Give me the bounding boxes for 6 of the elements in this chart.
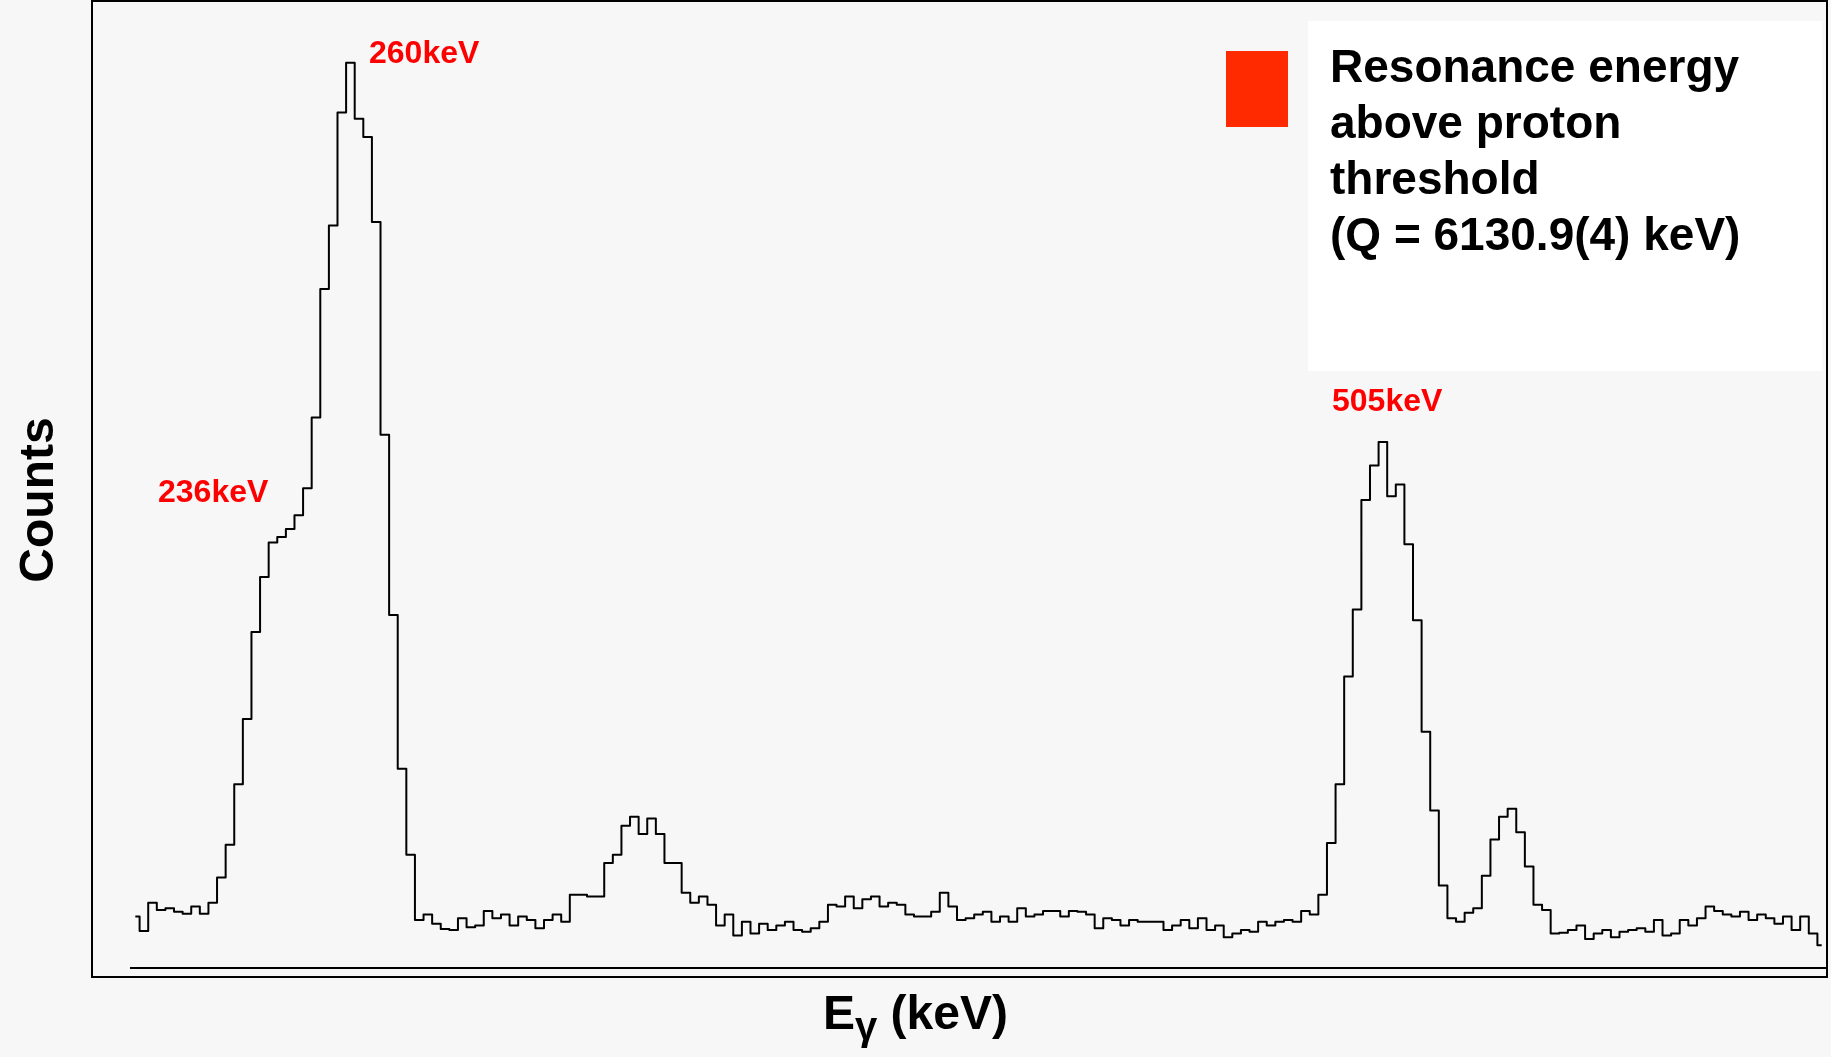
- annotation: Resonance energy above proton threshold (Q = 6130.9(4) keV): [1330, 39, 1742, 262]
- annotation: 260keV: [369, 34, 480, 71]
- annotation: 236keV: [158, 473, 269, 510]
- annotation: 505keV: [1332, 382, 1443, 419]
- y-axis-title: Counts: [8, 417, 64, 583]
- x-axis-title: E$_{γ}$ (keV): [822, 985, 1009, 1049]
